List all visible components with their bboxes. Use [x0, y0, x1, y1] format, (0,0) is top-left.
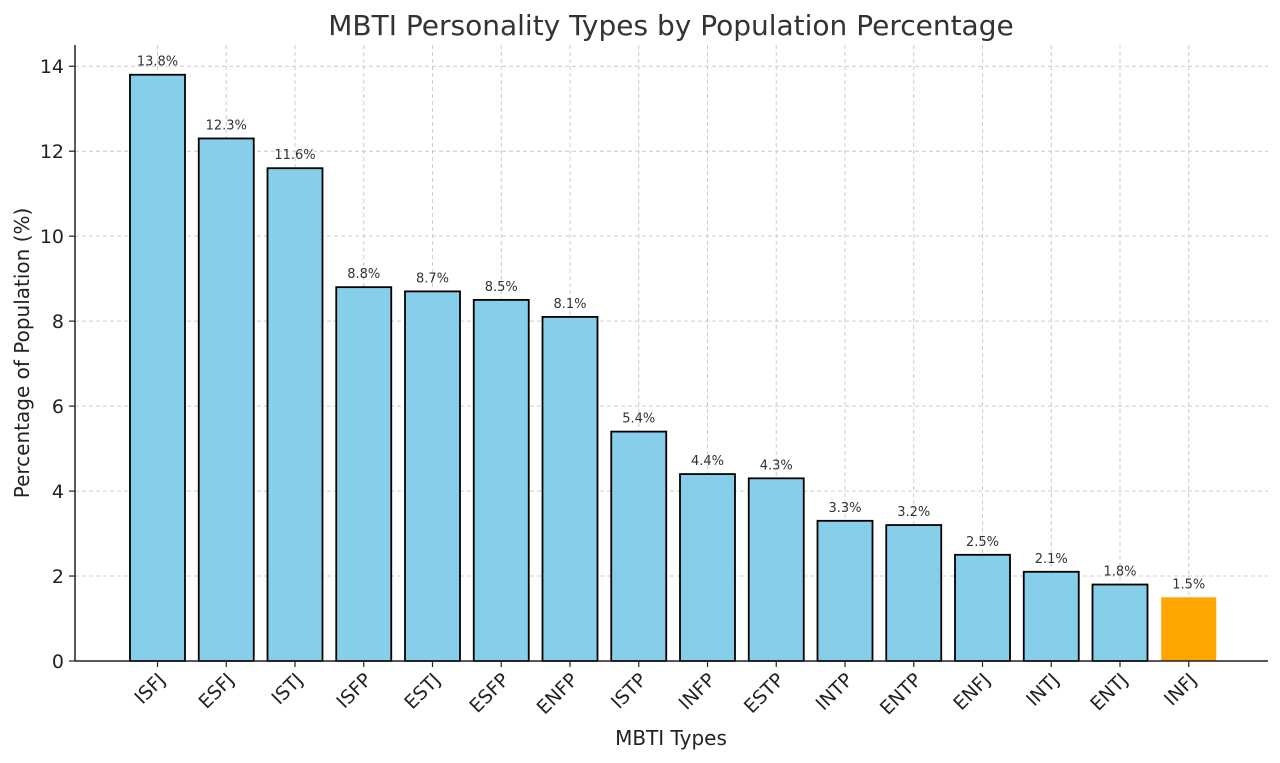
x-tick-label-intj: INTJ — [1022, 669, 1064, 711]
bar-esfj — [197, 137, 255, 662]
data-label-istj: 11.6% — [274, 148, 315, 163]
bar-entj — [1091, 583, 1149, 662]
x-tick-label-intp: INTP — [812, 669, 858, 715]
chart-title: MBTI Personality Types by Population Per… — [328, 9, 1013, 42]
bar-estp — [747, 477, 805, 662]
data-label-enfj: 2.5% — [966, 535, 999, 550]
x-tick-label-entj: ENTJ — [1086, 669, 1132, 715]
bar-intj — [1022, 570, 1080, 662]
data-label-istp: 5.4% — [622, 412, 655, 427]
x-tick-label-istj: ISTJ — [267, 669, 307, 709]
data-label-isfp: 8.8% — [347, 267, 380, 282]
data-label-infp: 4.4% — [691, 454, 724, 469]
y-tick-label: 2 — [52, 566, 64, 588]
y-tick-label: 14 — [40, 56, 64, 78]
bar-infj — [1161, 597, 1217, 661]
data-label-esfj: 12.3% — [206, 118, 247, 133]
bar-infp — [679, 473, 736, 662]
x-tick-label-esfj: ESFJ — [195, 669, 239, 713]
data-label-esfp: 8.5% — [485, 280, 518, 295]
y-axis-ticks: 0 2 4 6 8 10 12 14 — [40, 56, 75, 673]
axes — [74, 45, 1268, 662]
x-tick-label-isfj: ISFJ — [130, 669, 170, 709]
x-axis-label: MBTI Types — [615, 726, 727, 750]
y-axis-label: Percentage of Population (%) — [10, 208, 34, 499]
y-tick-label: 12 — [40, 141, 64, 163]
data-label-intj: 2.1% — [1035, 552, 1068, 567]
data-label-estj: 8.7% — [416, 271, 449, 286]
bar-estj — [404, 290, 461, 662]
bar-enfj — [954, 553, 1011, 662]
x-tick-label-estp: ESTP — [740, 669, 789, 718]
data-label-entj: 1.8% — [1103, 565, 1136, 580]
bar-isfp — [335, 286, 393, 662]
bar-isfj — [129, 73, 186, 662]
x-tick-label-enfp: ENFP — [533, 669, 583, 719]
y-tick-label: 10 — [40, 226, 64, 248]
x-tick-label-infj: INFJ — [1160, 669, 1201, 710]
data-label-intp: 3.3% — [828, 501, 861, 516]
data-label-infj: 1.5% — [1172, 577, 1205, 592]
y-tick-label: 0 — [52, 651, 64, 673]
data-label-entp: 3.2% — [897, 505, 930, 520]
bar-istp — [610, 430, 668, 662]
x-tick-label-infp: INFP — [675, 669, 720, 714]
bar-intp — [816, 519, 874, 662]
y-tick-label: 6 — [52, 396, 64, 418]
bar-esfp — [472, 298, 530, 662]
x-tick-label-entp: ENTP — [876, 669, 926, 719]
data-label-enfp: 8.1% — [553, 297, 586, 312]
x-tick-label-estj: ESTJ — [400, 669, 445, 714]
x-tick-label-enfj: ENFJ — [949, 669, 995, 715]
x-axis-ticks: ISFJ ESFJ ISTJ ISFP ESTJ ESFP ENFP ISTP INFP ESTP… — [130, 661, 1201, 719]
bar-istj — [266, 167, 324, 662]
x-tick-label-esfp: ESFP — [465, 669, 513, 717]
bar-enfp — [541, 315, 599, 662]
x-tick-label-istp: ISTP — [607, 669, 651, 713]
bars: 13.8% 12.3% 11.6% 8.8% 8.7% 8.5% 8.1% 5.4% 4.4% 4… — [129, 55, 1217, 662]
data-label-isfj: 13.8% — [137, 55, 178, 70]
bar-entp — [885, 524, 943, 662]
data-label-estp: 4.3% — [760, 458, 793, 473]
x-tick-label-isfp: ISFP — [332, 669, 376, 713]
y-tick-label: 8 — [52, 311, 64, 333]
y-tick-label: 4 — [52, 481, 64, 503]
